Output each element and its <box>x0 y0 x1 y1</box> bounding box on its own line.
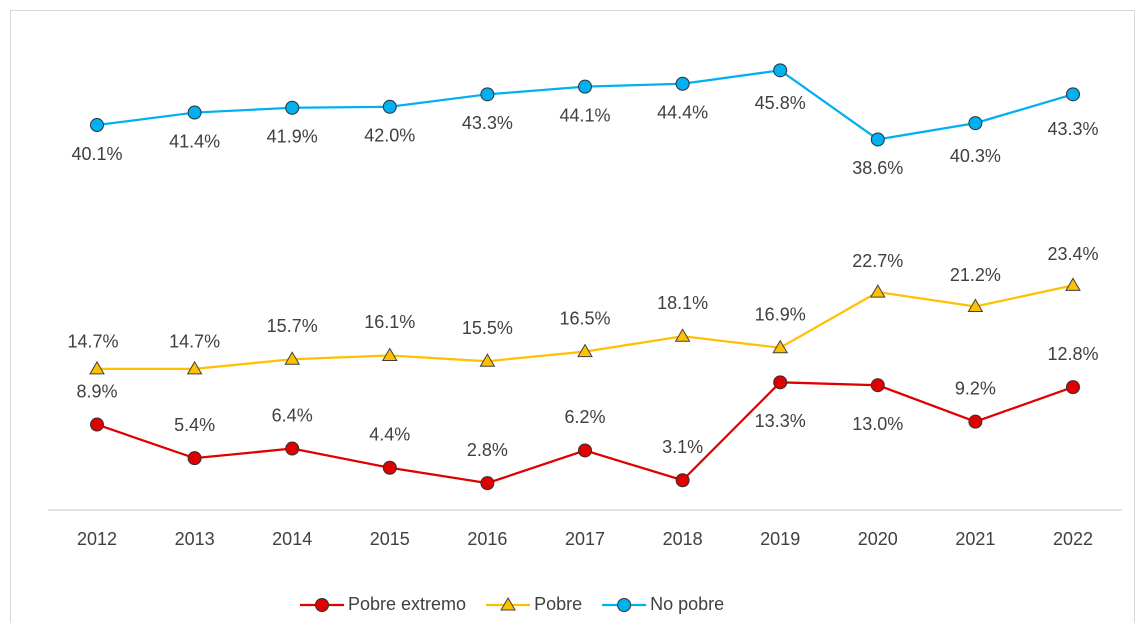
data-point <box>870 378 885 393</box>
data-point <box>1065 277 1081 291</box>
data-point <box>772 339 789 354</box>
x-tick-label: 2017 <box>565 529 605 549</box>
legend-label: Pobre extremo <box>348 594 466 614</box>
data-point <box>381 347 398 361</box>
x-tick-label: 2018 <box>663 529 703 549</box>
data-point <box>674 328 691 342</box>
legend-marker <box>617 598 632 612</box>
data-label: 41.9% <box>267 127 318 147</box>
data-point <box>968 116 983 131</box>
legend-marker <box>500 597 516 611</box>
data-label: 21.2% <box>950 265 1001 285</box>
x-tick-label: 2013 <box>175 529 215 549</box>
data-label: 14.7% <box>169 332 220 352</box>
x-tick-label: 2014 <box>272 529 312 549</box>
data-label: 15.7% <box>267 316 318 336</box>
data-label: 44.4% <box>657 103 708 123</box>
legend-item: No pobre <box>602 594 724 614</box>
data-point <box>186 360 203 375</box>
data-label: 41.4% <box>169 131 220 151</box>
data-point <box>90 118 104 133</box>
data-point <box>968 414 983 429</box>
data-point <box>480 87 495 102</box>
data-label: 14.7% <box>67 332 118 352</box>
data-point <box>1066 87 1080 102</box>
data-label: 6.4% <box>272 405 313 425</box>
data-point <box>285 441 300 456</box>
x-tick-label: 2022 <box>1053 529 1093 549</box>
data-label: 16.9% <box>755 305 806 325</box>
data-label: 38.6% <box>852 158 903 178</box>
data-label: 43.3% <box>462 113 513 133</box>
data-point <box>675 76 690 91</box>
data-label: 43.3% <box>1047 119 1098 139</box>
legend-label: No pobre <box>650 594 724 614</box>
chart-frame <box>10 10 1135 623</box>
legend-marker <box>315 598 329 612</box>
data-point <box>675 473 690 488</box>
data-label: 16.1% <box>364 312 415 332</box>
legend-item: Pobre extremo <box>300 594 466 614</box>
data-point <box>284 351 301 365</box>
data-label: 6.2% <box>564 407 605 427</box>
data-point <box>480 476 495 491</box>
data-point <box>870 132 885 147</box>
data-point <box>479 353 496 367</box>
data-label: 13.0% <box>852 414 903 434</box>
x-tick-label: 2019 <box>760 529 800 549</box>
data-point <box>577 343 593 358</box>
data-point <box>869 284 886 298</box>
data-label: 12.8% <box>1047 344 1098 364</box>
data-label: 18.1% <box>657 293 708 313</box>
data-point <box>967 298 984 312</box>
data-label: 23.4% <box>1047 244 1098 264</box>
data-label: 8.9% <box>76 381 117 401</box>
data-point <box>578 443 592 458</box>
legend-item: Pobre <box>486 594 582 614</box>
series-line <box>96 381 1074 485</box>
legend-label: Pobre <box>534 594 582 614</box>
data-label: 16.5% <box>559 308 610 328</box>
data-point <box>773 63 788 78</box>
data-label: 40.1% <box>71 144 122 164</box>
data-point <box>187 105 202 120</box>
data-point <box>1066 380 1080 395</box>
x-tick-label: 2016 <box>467 529 507 549</box>
x-tick-label: 2021 <box>955 529 995 549</box>
data-label: 9.2% <box>955 378 996 398</box>
x-tick-label: 2020 <box>858 529 898 549</box>
data-point <box>382 99 397 114</box>
data-label: 5.4% <box>174 415 215 435</box>
data-label: 40.3% <box>950 146 1001 166</box>
data-point <box>285 100 300 115</box>
data-label: 45.8% <box>755 93 806 113</box>
data-label: 13.3% <box>755 411 806 431</box>
data-label: 44.1% <box>559 105 610 125</box>
x-tick-label: 2012 <box>77 529 117 549</box>
data-point <box>382 460 397 475</box>
data-point <box>773 375 788 390</box>
data-point <box>89 360 105 375</box>
data-point <box>90 417 104 432</box>
data-label: 4.4% <box>369 425 410 445</box>
data-point <box>578 79 592 94</box>
data-label: 22.7% <box>852 251 903 271</box>
data-label: 15.5% <box>462 318 513 338</box>
x-tick-label: 2015 <box>370 529 410 549</box>
data-point <box>187 451 202 466</box>
data-label: 3.1% <box>662 437 703 457</box>
data-label: 42.0% <box>364 126 415 146</box>
data-label: 2.8% <box>467 440 508 460</box>
